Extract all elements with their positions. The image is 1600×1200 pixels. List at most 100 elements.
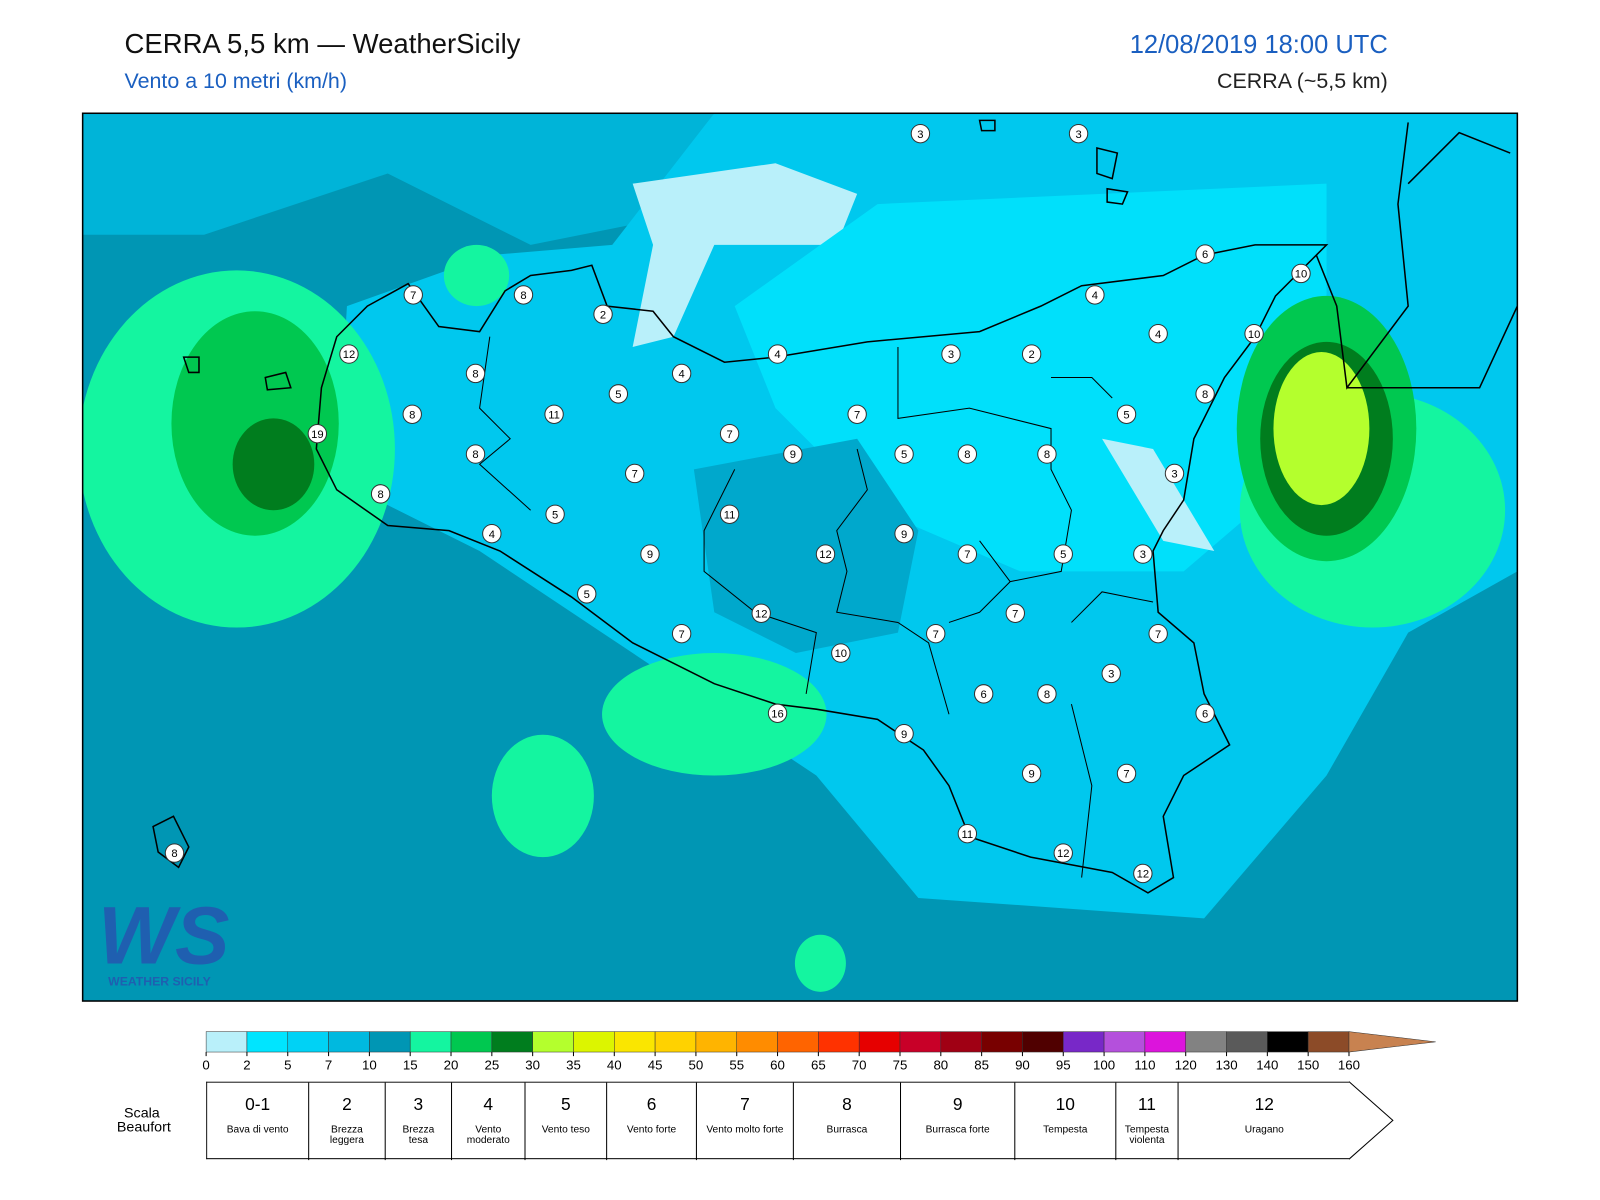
beaufort-name: Tempesta violenta <box>1124 1124 1170 1146</box>
station-marker <box>1116 404 1137 424</box>
station-marker <box>767 703 788 723</box>
beaufort-force: 8 <box>842 1094 852 1115</box>
station-value: 12 <box>1057 848 1069 860</box>
colorbar-tick-label: 140 <box>1256 1057 1278 1072</box>
beaufort-name: Burrasca forte <box>925 1124 990 1136</box>
station-value: 8 <box>377 489 383 501</box>
colorbar-tick-label: 50 <box>689 1057 704 1072</box>
colorbar-tick-label: 150 <box>1297 1057 1319 1072</box>
beaufort-cell: 0-1 Bava di vento <box>207 1082 310 1161</box>
station-marker <box>1037 444 1057 464</box>
title: CERRA 5,5 km — WeatherSicily <box>124 28 520 59</box>
beaufort-cell: 6 Vento forte <box>607 1082 697 1161</box>
beaufort-name: Brezza leggera <box>329 1124 364 1146</box>
logo-mark: WS <box>98 890 230 981</box>
colorbar-tick-label: 7 <box>325 1057 332 1072</box>
colorbar-tick-label: 15 <box>403 1057 418 1072</box>
colorbar-segment <box>858 1031 901 1053</box>
beaufort-force: 5 <box>560 1094 571 1115</box>
datetime: 12/08/2019 18:00 UTC <box>1130 31 1388 59</box>
model: CERRA (~5,5 km) <box>1217 69 1388 93</box>
station-value: 8 <box>1044 449 1050 461</box>
station-marker <box>894 723 914 744</box>
station-value: 8 <box>1044 689 1050 701</box>
station-marker <box>973 684 994 704</box>
beaufort-force: 7 <box>740 1094 750 1115</box>
station-marker <box>593 304 613 324</box>
beaufort-cells: 0-1 Bava di vento 2 Brezza leggera 3 Brezza t… <box>206 1081 1350 1161</box>
wind-field <box>82 113 1518 1002</box>
beaufort-force: 12 <box>1254 1094 1274 1115</box>
beaufort-force: 10 <box>1055 1094 1075 1115</box>
colorbar-tick-label: 90 <box>1015 1057 1030 1072</box>
beaufort-name: Uragano <box>1244 1124 1284 1136</box>
station-marker <box>957 444 978 464</box>
colorbar-tick-label: 110 <box>1134 1057 1155 1072</box>
station-value: 9 <box>901 529 907 541</box>
beaufort-name: Brezza tesa <box>402 1124 435 1146</box>
station-value: 3 <box>1108 669 1114 681</box>
beaufort-force: 11 <box>1137 1094 1156 1115</box>
colorbar-tick-label: 120 <box>1175 1057 1197 1072</box>
station-marker <box>719 423 740 444</box>
station-value: 8 <box>964 449 970 461</box>
station-value: 8 <box>409 409 415 421</box>
colorbar-segment <box>328 1031 370 1053</box>
station-marker <box>482 523 502 544</box>
station-marker <box>1195 384 1215 404</box>
station-value: 8 <box>1202 389 1208 401</box>
station-marker <box>544 404 564 424</box>
station-value: 6 <box>1202 708 1208 720</box>
beaufort-cell: 12 Uragano <box>1179 1083 1350 1161</box>
station-value: 5 <box>584 589 590 601</box>
station-value: 8 <box>171 848 177 860</box>
station-value: 7 <box>854 409 860 421</box>
station-marker <box>783 444 803 464</box>
station-value: 3 <box>917 129 923 141</box>
station-value: 8 <box>472 369 478 381</box>
beaufort-label: Scala Beaufort <box>117 1105 171 1135</box>
colorbar-segment <box>1307 1031 1350 1053</box>
station-value: 10 <box>1248 329 1260 341</box>
colorbar-tick-label: 85 <box>974 1057 989 1072</box>
station-value: 16 <box>771 708 783 720</box>
station-value: 8 <box>520 290 526 302</box>
station-value: 10 <box>1295 269 1307 281</box>
station-value: 9 <box>790 449 796 461</box>
colorbar-segment <box>287 1031 329 1053</box>
station-value: 7 <box>964 549 970 561</box>
station-marker <box>815 544 836 564</box>
beaufort-label-line: Scala <box>124 1105 160 1121</box>
station-marker <box>894 523 914 544</box>
colorbar-segment <box>1144 1031 1186 1053</box>
station-value: 7 <box>632 469 638 481</box>
station-value: 2 <box>600 309 606 321</box>
station-value: 7 <box>726 429 732 441</box>
station-marker <box>1085 285 1105 305</box>
station-marker <box>1133 544 1153 564</box>
station-value: 12 <box>819 549 831 561</box>
station-marker <box>1037 684 1057 704</box>
station-value: 7 <box>1123 769 1129 781</box>
station-value: 3 <box>1140 549 1146 561</box>
station-value: 4 <box>679 369 685 381</box>
beaufort-force: 4 <box>483 1094 494 1115</box>
station-value: 12 <box>755 608 767 620</box>
station-value: 5 <box>552 509 558 521</box>
beaufort-cell: 9 Burrasca forte <box>901 1082 1016 1161</box>
beaufort-label-line: Beaufort <box>117 1120 171 1136</box>
station-marker <box>671 623 692 644</box>
station-value: 9 <box>647 549 653 561</box>
colorbar-segment <box>1022 1031 1064 1053</box>
station-value: 3 <box>948 349 954 361</box>
colorbar-tick-label: 0 <box>202 1057 209 1072</box>
station-marker <box>719 504 740 524</box>
station-marker <box>1291 263 1311 284</box>
station-marker <box>164 843 185 863</box>
colorbar-tick-label: 25 <box>484 1057 499 1072</box>
beaufort-cell: 7 Vento molto forte <box>697 1082 794 1161</box>
station-value: 9 <box>1029 769 1035 781</box>
station-marker <box>1195 244 1215 264</box>
colorbar-segment <box>654 1031 697 1053</box>
station-marker <box>1021 344 1042 364</box>
